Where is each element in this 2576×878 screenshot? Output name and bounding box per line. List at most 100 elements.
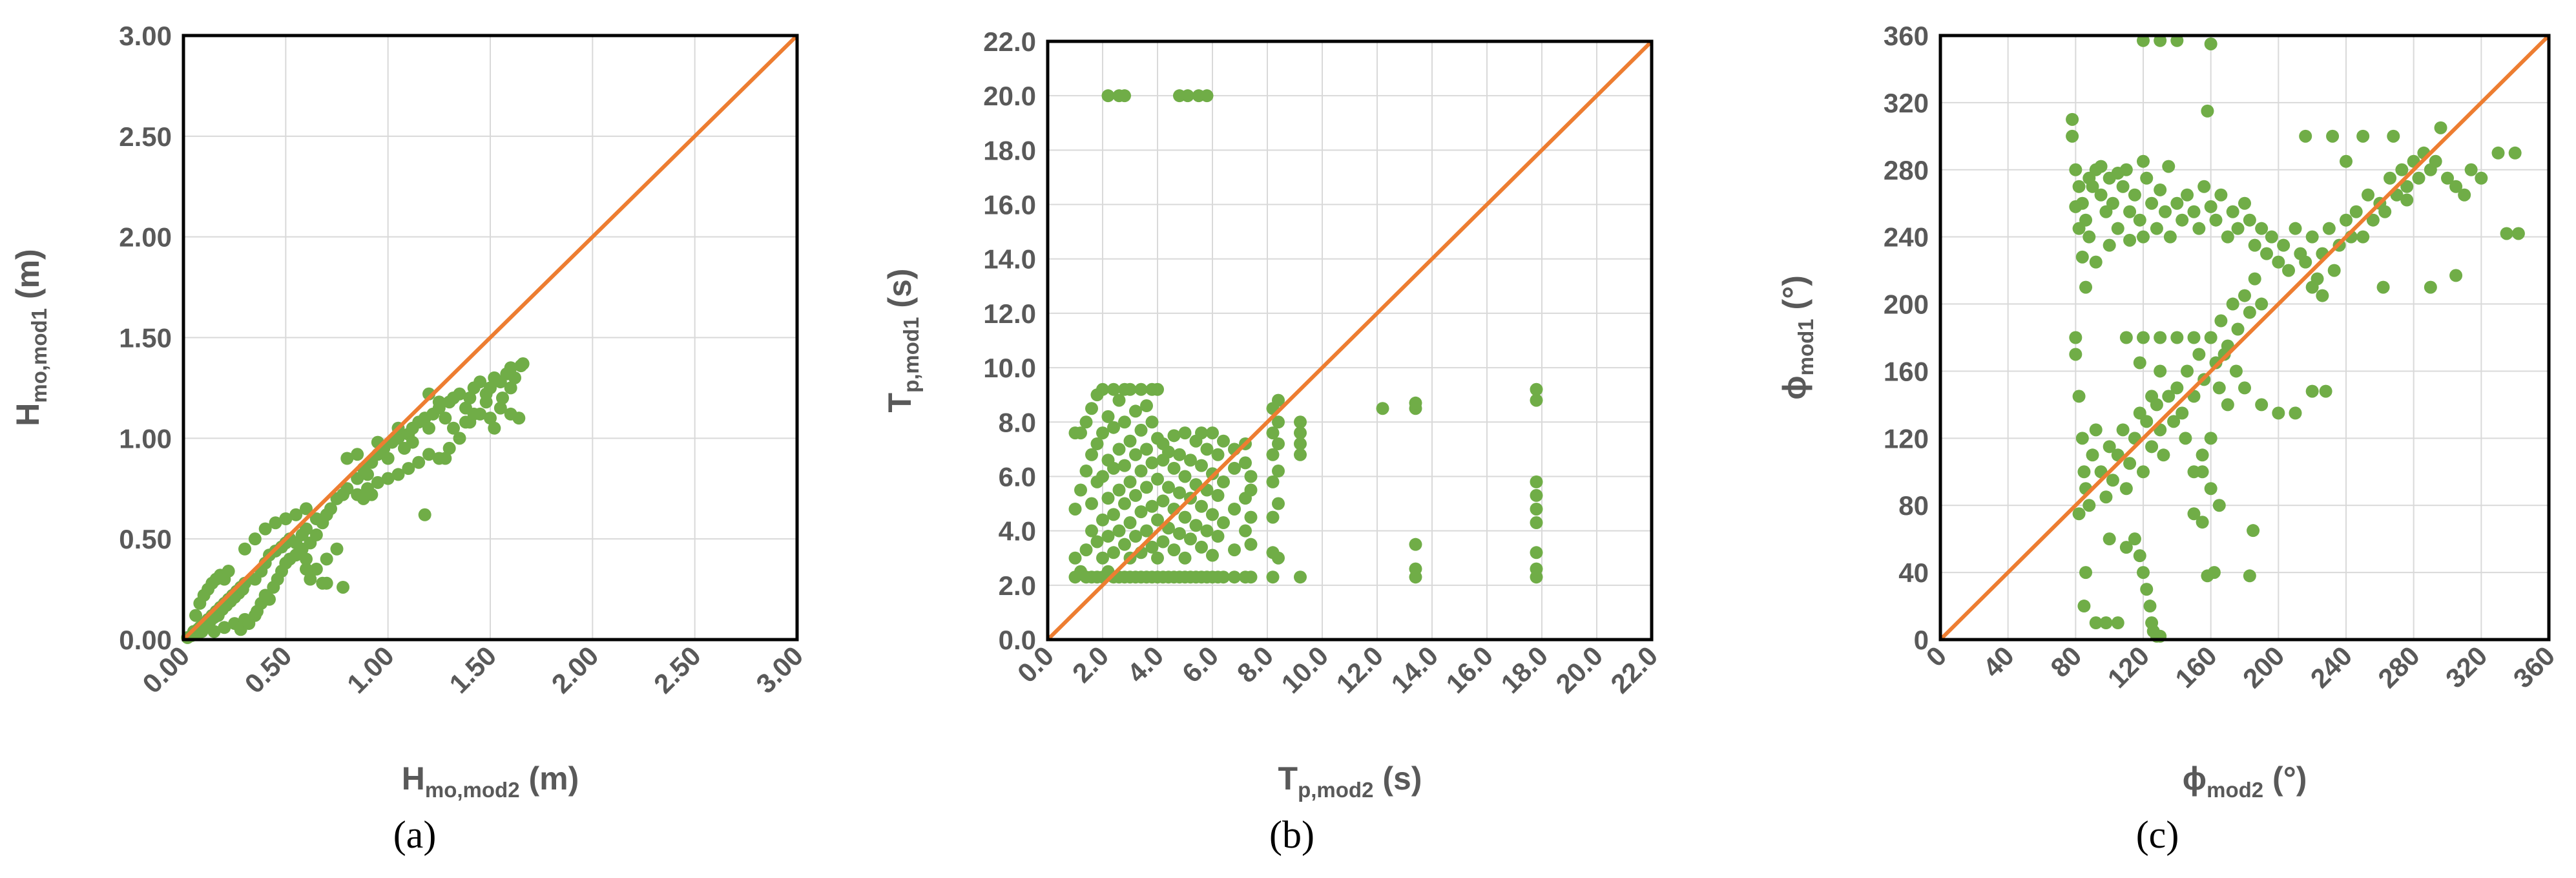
data-point xyxy=(1085,497,1098,510)
x-tick-label: 8.0 xyxy=(1231,640,1280,689)
data-point xyxy=(1409,396,1422,410)
data-point xyxy=(2243,306,2256,319)
data-point xyxy=(2458,188,2471,202)
data-point xyxy=(2289,406,2302,420)
data-point xyxy=(2162,390,2176,403)
data-point xyxy=(2150,222,2163,235)
data-point xyxy=(365,488,379,501)
data-point xyxy=(2277,238,2290,252)
data-point xyxy=(1294,437,1307,450)
x-tick-label: 10.0 xyxy=(1275,640,1334,699)
data-point xyxy=(484,412,497,425)
data-point xyxy=(1195,540,1208,554)
data-point xyxy=(330,542,344,556)
data-point xyxy=(1178,426,1192,440)
data-point xyxy=(2192,348,2206,361)
data-point xyxy=(1134,465,1148,478)
y-axis-label-subscript: mo,mod1 xyxy=(27,308,51,403)
data-point xyxy=(2094,160,2108,173)
panel-label-c: (c) xyxy=(2136,813,2179,856)
data-point xyxy=(2238,381,2251,395)
data-point xyxy=(2316,289,2329,302)
data-point xyxy=(2187,465,2201,479)
data-point xyxy=(289,508,303,521)
data-point xyxy=(2305,230,2319,244)
data-point xyxy=(320,552,333,566)
data-point xyxy=(459,415,472,429)
y-tick-label: 240 xyxy=(1884,222,1929,253)
x-axis-label-main: H xyxy=(402,760,425,797)
data-point xyxy=(1123,434,1137,448)
data-point xyxy=(2491,146,2505,160)
data-point xyxy=(1123,475,1137,488)
data-point xyxy=(1266,475,1280,488)
data-point xyxy=(2133,356,2146,370)
data-point xyxy=(496,392,509,404)
data-point xyxy=(2181,364,2194,378)
data-point xyxy=(1145,499,1159,513)
data-point xyxy=(1167,543,1181,557)
data-point xyxy=(2072,180,2086,193)
data-point xyxy=(504,407,517,421)
data-point xyxy=(1145,540,1159,554)
x-tick-label: 4.0 xyxy=(1121,640,1170,689)
data-point xyxy=(2340,213,2353,227)
data-point xyxy=(2069,200,2083,213)
data-point xyxy=(300,502,313,516)
data-point xyxy=(1134,382,1148,396)
data-point xyxy=(1096,426,1109,440)
data-point xyxy=(1090,437,1104,450)
data-point xyxy=(2226,205,2239,218)
data-point xyxy=(1239,524,1252,538)
data-point xyxy=(1184,454,1197,467)
data-point xyxy=(1140,443,1153,456)
data-point xyxy=(2128,188,2141,202)
data-point xyxy=(309,528,323,541)
data-point xyxy=(1101,530,1115,543)
data-point xyxy=(1173,448,1186,461)
data-point xyxy=(422,421,435,435)
data-point xyxy=(1096,470,1109,483)
data-point xyxy=(2069,331,2083,344)
data-point xyxy=(2083,499,2096,512)
data-point xyxy=(2378,205,2392,218)
data-point xyxy=(2167,415,2181,428)
x-tick-label: 240 xyxy=(2305,640,2358,694)
data-point xyxy=(2387,129,2400,143)
data-point xyxy=(2075,250,2089,264)
y-axis-label-main: T xyxy=(882,393,918,413)
x-tick-label: 0.50 xyxy=(239,640,298,699)
data-point xyxy=(2356,129,2370,143)
data-point xyxy=(2187,331,2201,344)
data-point xyxy=(2231,222,2245,235)
y-tick-label: 80 xyxy=(1898,490,1929,521)
data-point xyxy=(1178,551,1192,565)
data-point xyxy=(2099,490,2113,504)
data-point xyxy=(2305,280,2319,294)
data-point xyxy=(258,522,272,536)
data-point xyxy=(2429,154,2442,168)
data-point xyxy=(381,472,395,485)
x-tick-label: 200 xyxy=(2237,640,2290,694)
data-point xyxy=(1530,382,1543,396)
data-point xyxy=(1217,570,1230,584)
data-point xyxy=(1123,516,1137,530)
data-point xyxy=(2327,264,2341,277)
data-point xyxy=(2089,255,2103,269)
x-axis-label: ϕmod2 (°) xyxy=(2183,760,2307,802)
y-tick-label: 10.0 xyxy=(983,353,1036,383)
data-point xyxy=(207,625,221,638)
data-point xyxy=(2204,37,2218,50)
data-point xyxy=(2326,129,2340,143)
data-point xyxy=(432,395,446,409)
data-point xyxy=(300,522,313,536)
data-point xyxy=(2086,448,2099,462)
data-point xyxy=(2170,381,2184,395)
y-tick-label: 160 xyxy=(1884,356,1929,386)
data-point xyxy=(1140,524,1153,538)
data-point xyxy=(1129,530,1142,543)
data-point xyxy=(1409,562,1422,576)
data-point xyxy=(2077,465,2091,479)
data-point xyxy=(269,516,282,530)
data-point xyxy=(1085,524,1098,538)
